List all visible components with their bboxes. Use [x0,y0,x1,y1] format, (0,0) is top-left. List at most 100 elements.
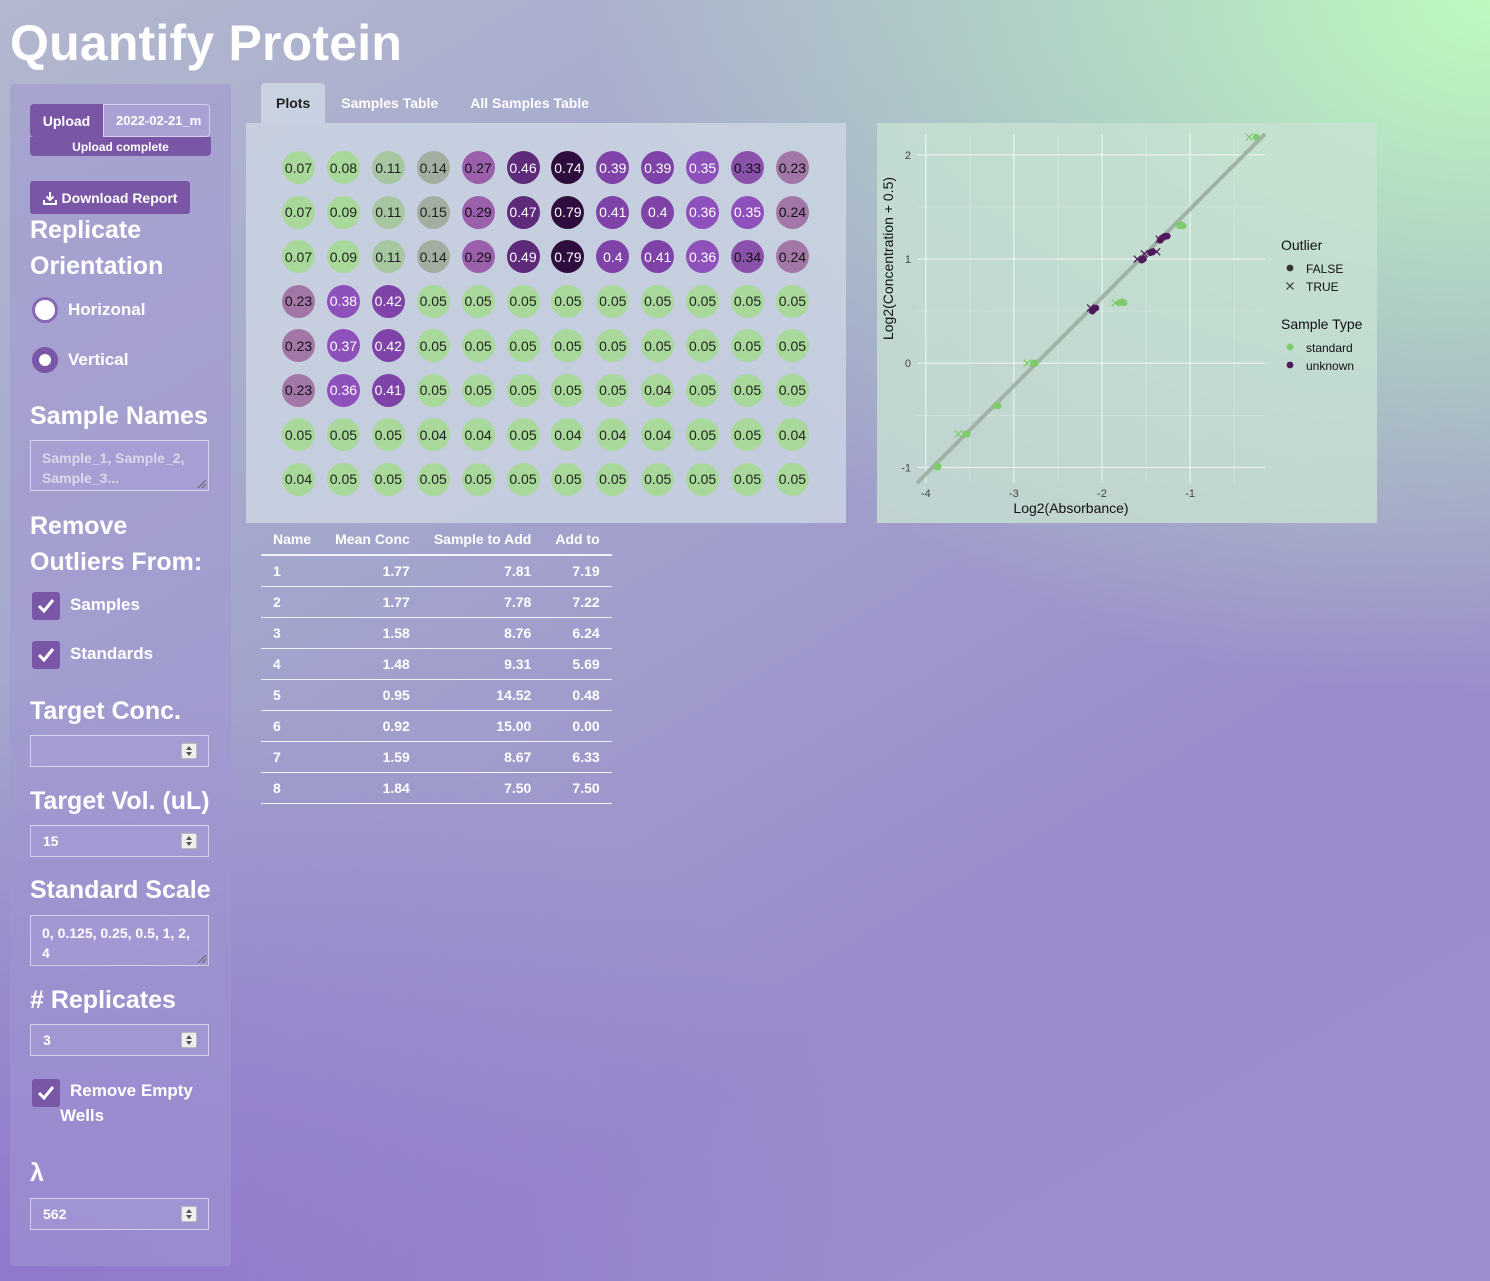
outlier-point [1155,235,1164,244]
checkbox-standards[interactable]: Standards [32,641,153,669]
plate-well: 0.05 [371,462,405,496]
data-point [934,462,942,470]
download-report-button[interactable]: Download Report [30,181,190,214]
table-cell: 1.77 [323,555,422,587]
plate-well: 0.05 [371,418,405,451]
plate-well: 0.11 [371,195,405,229]
standard-scale-input[interactable]: 0, 0.125, 0.25, 0.5, 1, 2, 4 [30,915,209,966]
download-report-label: Download Report [61,189,178,206]
checkbox-samples[interactable]: Samples [32,592,140,620]
standard-scale-heading: Standard Scale [30,876,211,904]
table-cell: 8 [261,772,324,804]
table-cell: 7.22 [543,586,612,618]
plate-well: 0.05 [506,418,540,451]
plate-well: 0.4 [641,195,675,229]
table-cell: 0.00 [543,710,612,742]
spinner-icon[interactable] [181,743,197,759]
outlier-point [1245,133,1254,142]
legend-entry: standard [1306,341,1353,355]
target-vol-heading: Target Vol. (uL) [30,787,210,815]
col-header-sample-to-add[interactable]: Sample to Add [421,523,544,556]
plate-well: 0.05 [641,329,675,362]
plate-well: 0.05 [686,418,720,451]
table-cell: 15.00 [421,710,544,742]
plate-well: 0.37 [326,329,360,362]
plate-well: 0.07 [282,195,315,229]
target-conc-input[interactable] [30,735,209,767]
plate-well: 0.42 [371,329,405,362]
plate-well: 0.05 [731,329,764,362]
plate-well: 0.27 [461,151,495,184]
col-header-mean-conc[interactable]: Mean Conc [323,523,422,556]
sample-names-input[interactable]: Sample_1, Sample_2, Sample_3... [30,440,209,491]
target-vol-input[interactable]: 15 [30,825,209,857]
file-upload[interactable]: Upload 2022-02-21_m [30,104,210,137]
plate-well: 0.38 [326,284,360,318]
plate-well: 0.07 [282,240,315,273]
table-cell: 6 [261,710,324,742]
plate-well: 0.05 [461,373,495,407]
plate-well: 0.05 [775,284,809,318]
plate-well: 0.05 [596,462,630,496]
checkbox-remove-empty-wells[interactable]: Remove Empty Wells [32,1079,193,1128]
col-header-name[interactable]: Name [261,523,324,556]
replicates-input[interactable]: 3 [30,1024,209,1056]
y-tick-label: 1 [905,254,911,266]
standard-curve-plot: -4 -3 -2 -1 -1 0 1 2 Log2(Absorbance) Log2(Concen… [877,123,1377,523]
table-row: 1 1.77 7.81 7.19 [261,555,612,587]
table-cell: 7.81 [421,555,544,587]
spinner-icon[interactable] [181,833,197,849]
plate-well: 0.04 [551,418,585,451]
checkmark-icon[interactable] [32,1079,60,1107]
upload-progress-bar: Upload complete [30,137,211,156]
table-cell: 6.33 [543,741,612,773]
plate-well: 0.35 [731,195,764,229]
resize-handle-icon[interactable] [198,480,206,488]
spinner-icon[interactable] [181,1206,197,1222]
x-tick-label: -3 [1009,488,1019,500]
plate-well: 0.05 [775,329,809,362]
plate-well: 0.14 [416,151,450,184]
plate-well: 0.05 [551,462,585,496]
checkmark-icon[interactable] [32,592,60,620]
checkmark-icon[interactable] [32,641,60,669]
table-cell: 5 [261,679,324,711]
table-cell: 2 [261,586,324,618]
plate-well: 0.05 [551,284,585,318]
radio-circle-unselected[interactable] [32,297,58,323]
plate-well: 0.04 [461,418,495,451]
legend-title-sample-type: Sample Type [1281,316,1363,332]
tab-samples-table[interactable]: Samples Table [341,95,439,111]
outlier-point [1111,298,1120,307]
radio-circle-selected[interactable] [32,347,58,373]
sample-names-heading: Sample Names [30,402,208,430]
spinner-icon[interactable] [181,1032,197,1048]
table-cell: 0.92 [323,710,422,742]
table-cell: 7 [261,741,324,773]
plate-well: 0.41 [641,240,675,273]
plate-well: 0.05 [731,462,764,496]
upload-button[interactable]: Upload [30,104,103,137]
tab-plots[interactable]: Plots [261,83,326,123]
plate-well: 0.41 [596,195,630,229]
plate-well: 0.04 [416,418,450,451]
radio-vertical[interactable]: Vertical [32,347,129,373]
y-axis-title: Log2(Concentration + 0.5) [880,177,896,340]
lambda-input[interactable]: 562 [30,1198,209,1230]
radio-horizontal[interactable]: Horizonal [32,297,145,323]
plate-well: 0.79 [551,195,585,229]
upload-filename[interactable]: 2022-02-21_m [103,104,210,137]
y-tick-label: -1 [901,462,911,474]
plate-well: 0.09 [326,195,360,229]
col-header-add-to[interactable]: Add to [543,523,612,556]
tab-all-samples-table[interactable]: All Samples Table [470,95,590,111]
plate-well: 0.05 [686,329,720,362]
x-tick-label: -2 [1097,488,1107,500]
table-cell: 1.59 [323,741,422,773]
table-cell: 6.24 [543,617,612,649]
resize-handle-icon[interactable] [198,955,206,963]
checkbox-samples-label: Samples [70,595,140,614]
table-cell: 7.78 [421,586,544,618]
data-point [963,430,971,438]
table-cell: 14.52 [421,679,544,711]
